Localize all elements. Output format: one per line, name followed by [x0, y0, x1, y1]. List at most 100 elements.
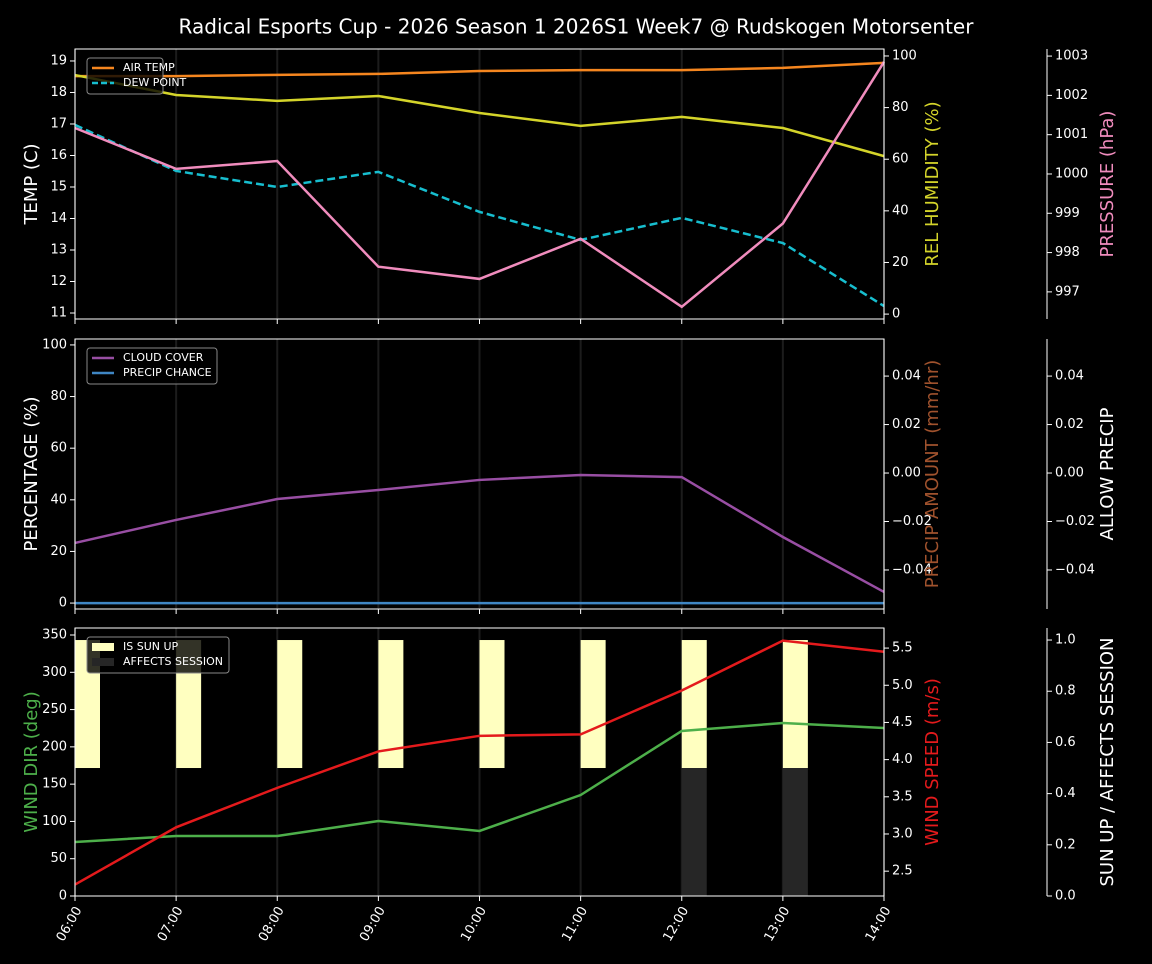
y-tick-label: 0.6 — [1055, 735, 1076, 750]
y-tick-label: 0.00 — [1055, 466, 1084, 481]
chart-title: Radical Esports Cup - 2026 Season 1 2026… — [179, 15, 975, 39]
legend: IS SUN UP AFFECTS SESSION — [86, 636, 230, 674]
y-tick-label: 19 — [50, 53, 67, 68]
y-tick-label: 0.4 — [1055, 786, 1076, 801]
y-tick-label: 4.0 — [892, 752, 913, 767]
y-tick-label: 0.8 — [1055, 684, 1076, 699]
line — [74, 473, 885, 594]
y-tick-label: 0.00 — [892, 466, 921, 481]
y-tick-label: 4.5 — [892, 715, 913, 730]
y-tick-label: 15 — [50, 179, 67, 194]
line — [74, 639, 885, 886]
y-tick-label: 16 — [50, 148, 67, 163]
y-tick-label: 0.04 — [892, 369, 921, 384]
y-tick-label: −0.04 — [892, 562, 932, 577]
y-tick-label: 100 — [892, 48, 917, 63]
bar — [782, 640, 808, 769]
line — [75, 61, 885, 78]
legend: CLOUD COVER PRECIP CHANCE — [86, 347, 218, 385]
line — [74, 61, 886, 309]
bar — [580, 640, 606, 769]
legend-label: CLOUD COVER — [123, 351, 204, 364]
legend-label: AFFECTS SESSION — [123, 655, 223, 668]
legend-label: AIR TEMP — [123, 61, 175, 74]
y-tick-label: 3.5 — [892, 789, 913, 804]
axis-label: SUN UP / AFFECTS SESSION — [1097, 637, 1118, 886]
y-tick-label: −0.04 — [1055, 562, 1095, 577]
y-tick-label: 100 — [42, 814, 67, 829]
axis-label: WIND DIR (deg) — [21, 691, 42, 833]
y-tick-label: 40 — [50, 492, 67, 507]
y-tick-label: 11 — [50, 306, 67, 321]
y-tick-label: 80 — [892, 100, 909, 115]
y-tick-label: 1002 — [1055, 88, 1088, 103]
legend-label: IS SUN UP — [123, 640, 179, 653]
y-tick-label: 20 — [892, 255, 909, 270]
line — [74, 123, 885, 308]
y-tick-label: 200 — [42, 739, 67, 754]
axis-label: PRESSURE (hPa) — [1097, 111, 1118, 258]
y-tick-label: 0 — [59, 889, 67, 904]
plot-frame — [74, 338, 885, 610]
y-tick-label: −0.02 — [1055, 514, 1095, 529]
y-tick-label: 350 — [42, 628, 67, 643]
y-tick-label: 18 — [50, 85, 67, 100]
y-tick-label: 150 — [42, 777, 67, 792]
y-tick-label: 250 — [42, 702, 67, 717]
bar — [378, 640, 404, 769]
y-tick-label: 1001 — [1055, 127, 1088, 142]
y-tick-label: 300 — [42, 665, 67, 680]
legend-box — [86, 636, 230, 674]
axis-label: ALLOW PRECIP — [1097, 407, 1118, 540]
legend-swatch — [92, 643, 114, 651]
bar — [681, 640, 707, 769]
y-tick-label: 999 — [1055, 206, 1080, 221]
y-tick-label: 20 — [50, 544, 67, 559]
plot-frame — [74, 48, 885, 320]
y-tick-label: −0.02 — [892, 514, 932, 529]
y-tick-label: 3.0 — [892, 826, 913, 841]
bar — [782, 768, 808, 896]
y-tick-label: 998 — [1055, 245, 1080, 260]
legend-label: PRECIP CHANCE — [123, 366, 212, 379]
axis-label: PRECIP AMOUNT (mm/hr) — [922, 360, 943, 589]
bar — [479, 640, 505, 769]
y-tick-label: 14 — [50, 211, 67, 226]
y-tick-label: 100 — [42, 337, 67, 352]
legend-swatch — [92, 658, 114, 666]
line — [74, 721, 885, 844]
y-tick-label: 60 — [892, 152, 909, 167]
legend-label: DEW POINT — [123, 76, 187, 89]
y-tick-label: 17 — [50, 116, 67, 131]
legend-box — [86, 347, 218, 385]
axis-label: WIND SPEED (m/s) — [922, 678, 943, 846]
axis-label: TEMP (C) — [21, 143, 42, 225]
bar — [277, 640, 303, 769]
y-tick-label: 50 — [50, 851, 67, 866]
y-tick-label: 13 — [50, 243, 67, 258]
y-tick-label: 1.0 — [1055, 633, 1076, 648]
y-tick-label: 0 — [59, 596, 67, 611]
line — [74, 73, 885, 158]
axis-label: REL HUMIDITY (%) — [922, 101, 943, 266]
y-tick-label: 80 — [50, 389, 67, 404]
y-tick-label: 0.02 — [892, 417, 921, 432]
y-tick-label: 40 — [892, 203, 909, 218]
y-tick-label: 5.5 — [892, 641, 913, 656]
axis-label: PERCENTAGE (%) — [21, 396, 42, 551]
y-tick-label: 0.2 — [1055, 837, 1076, 852]
plot-frame — [74, 627, 885, 897]
bar — [681, 768, 707, 896]
y-tick-label: 12 — [50, 274, 67, 289]
y-tick-label: 2.5 — [892, 864, 913, 879]
legend: AIR TEMP DEW POINT — [86, 57, 187, 95]
y-tick-label: 0.02 — [1055, 417, 1084, 432]
y-tick-label: 5.0 — [892, 678, 913, 693]
y-tick-label: 997 — [1055, 284, 1080, 299]
y-tick-label: 1000 — [1055, 166, 1088, 181]
y-tick-label: 60 — [50, 441, 67, 456]
y-tick-label: 0.0 — [1055, 889, 1076, 904]
